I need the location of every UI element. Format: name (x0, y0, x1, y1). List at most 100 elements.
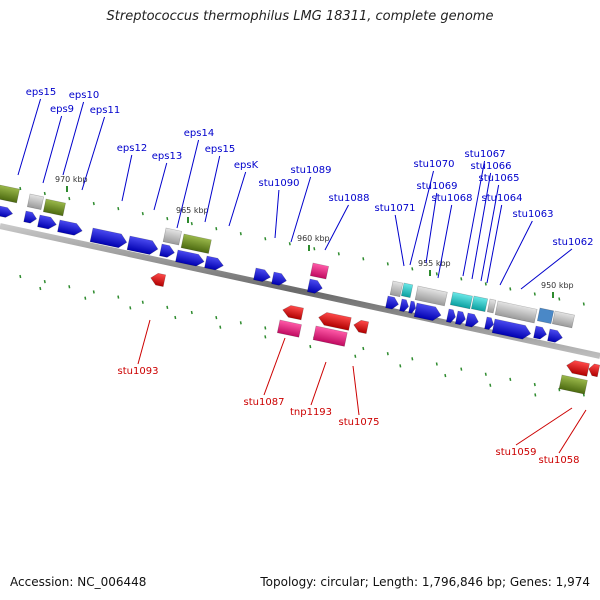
forward-gene-feature[interactable] (180, 233, 212, 254)
forward-gene-label[interactable]: stu1065 (479, 173, 520, 184)
forward-gene-feature[interactable] (486, 298, 497, 314)
forward-label-leader (17, 98, 42, 176)
minor-tick (288, 242, 291, 246)
forward-gene-feature[interactable] (253, 267, 272, 283)
minor-tick (141, 211, 144, 216)
forward-gene-label[interactable]: stu1064 (482, 193, 523, 204)
forward-label-leader (437, 204, 453, 279)
forward-gene-label[interactable]: eps12 (117, 143, 147, 154)
forward-gene-label[interactable]: eps10 (69, 90, 99, 101)
forward-gene-feature[interactable] (162, 227, 183, 246)
forward-gene-feature[interactable] (389, 280, 404, 298)
forward-gene-label[interactable]: stu1070 (414, 159, 455, 170)
forward-gene-feature[interactable] (385, 295, 400, 310)
forward-gene-label[interactable]: epsK (234, 160, 259, 171)
reverse-gene-label[interactable]: stu1058 (539, 455, 580, 466)
forward-gene-feature[interactable] (126, 235, 159, 256)
forward-gene-label[interactable]: stu1071 (375, 203, 416, 214)
minor-tick (219, 325, 222, 329)
forward-gene-label[interactable]: eps14 (184, 128, 214, 139)
forward-gene-feature[interactable] (491, 318, 532, 341)
forward-gene-feature[interactable] (0, 205, 14, 219)
reverse-gene-label[interactable]: tnp1193 (290, 407, 332, 418)
minor-tick (117, 295, 120, 299)
forward-gene-label[interactable]: stu1062 (553, 237, 594, 248)
forward-gene-feature[interactable] (547, 328, 564, 344)
forward-gene-label[interactable]: stu1067 (465, 149, 506, 160)
forward-gene-feature[interactable] (175, 249, 206, 268)
forward-gene-feature[interactable] (309, 262, 330, 280)
minor-tick (68, 285, 71, 289)
forward-gene-feature[interactable] (89, 227, 128, 249)
reverse-gene-label[interactable]: stu1093 (118, 366, 159, 377)
forward-gene-feature[interactable] (494, 300, 538, 324)
forward-gene-feature[interactable] (413, 302, 442, 322)
forward-gene-feature[interactable] (42, 198, 66, 217)
forward-gene-label[interactable]: stu1068 (432, 193, 473, 204)
forward-gene-feature[interactable] (408, 300, 417, 314)
minor-tick (411, 267, 414, 271)
minor-tick (92, 290, 95, 294)
forward-gene-feature[interactable] (204, 255, 225, 271)
minor-tick (460, 367, 463, 371)
forward-gene-label[interactable]: stu1089 (291, 165, 332, 176)
reverse-gene-feature[interactable] (317, 311, 352, 331)
forward-gene-feature[interactable] (464, 312, 479, 328)
forward-gene-feature[interactable] (0, 184, 20, 204)
forward-gene-feature[interactable] (271, 271, 288, 287)
forward-gene-feature[interactable] (26, 193, 45, 210)
forward-gene-feature[interactable] (400, 282, 414, 298)
forward-gene-label[interactable]: eps9 (50, 104, 74, 115)
forward-gene-feature[interactable] (536, 307, 555, 324)
forward-gene-feature[interactable] (449, 291, 473, 310)
reverse-gene-feature[interactable] (150, 272, 167, 288)
reverse-gene-label[interactable]: stu1075 (339, 417, 380, 428)
forward-gene-feature[interactable] (484, 316, 495, 330)
reverse-gene-label[interactable]: stu1087 (244, 397, 285, 408)
forward-gene-label[interactable]: stu1090 (259, 178, 300, 189)
minor-tick (190, 310, 193, 315)
reverse-label-leader (137, 319, 151, 365)
forward-gene-feature[interactable] (57, 219, 84, 237)
reverse-gene-label[interactable]: stu1059 (496, 447, 537, 458)
forward-gene-feature[interactable] (306, 278, 323, 295)
forward-gene-label[interactable]: stu1063 (513, 209, 554, 220)
reverse-gene-feature[interactable] (353, 319, 370, 335)
forward-gene-feature[interactable] (470, 295, 489, 312)
genome-stats-text: Topology: circular; Length: 1,796,846 bp… (260, 575, 590, 589)
minor-tick (489, 383, 492, 387)
minor-tick (558, 297, 561, 301)
forward-gene-feature[interactable] (312, 325, 348, 347)
forward-gene-label[interactable]: eps15 (205, 144, 235, 155)
forward-gene-feature[interactable] (23, 210, 38, 224)
forward-gene-feature[interactable] (414, 285, 448, 307)
reverse-gene-feature[interactable] (588, 363, 600, 378)
forward-gene-feature[interactable] (454, 310, 467, 326)
forward-gene-label[interactable]: stu1069 (417, 181, 458, 192)
forward-gene-label[interactable]: stu1088 (329, 193, 370, 204)
minor-tick (309, 344, 312, 349)
forward-gene-feature[interactable] (445, 308, 457, 323)
minor-tick (166, 305, 169, 310)
reverse-gene-feature[interactable] (565, 359, 590, 377)
reverse-label-leader (310, 361, 327, 406)
forward-label-leader (394, 214, 405, 267)
forward-gene-label[interactable]: eps15 (26, 87, 56, 98)
forward-label-leader (471, 172, 492, 280)
forward-gene-feature[interactable] (558, 374, 588, 395)
forward-gene-feature[interactable] (399, 298, 410, 312)
forward-gene-feature[interactable] (533, 325, 548, 340)
forward-gene-feature[interactable] (276, 319, 302, 338)
forward-gene-feature[interactable] (159, 243, 176, 259)
scale-tick-label: 970 kbp (55, 175, 88, 184)
forward-label-leader (121, 154, 133, 202)
forward-gene-label[interactable]: eps11 (90, 105, 120, 116)
forward-gene-label[interactable]: stu1066 (471, 161, 512, 172)
forward-gene-feature[interactable] (37, 214, 58, 230)
minor-tick (386, 262, 389, 266)
reverse-gene-feature[interactable] (282, 304, 304, 321)
forward-label-leader (462, 160, 486, 277)
forward-gene-label[interactable]: eps13 (152, 151, 182, 162)
forward-gene-feature[interactable] (551, 310, 575, 329)
minor-tick (411, 357, 414, 361)
